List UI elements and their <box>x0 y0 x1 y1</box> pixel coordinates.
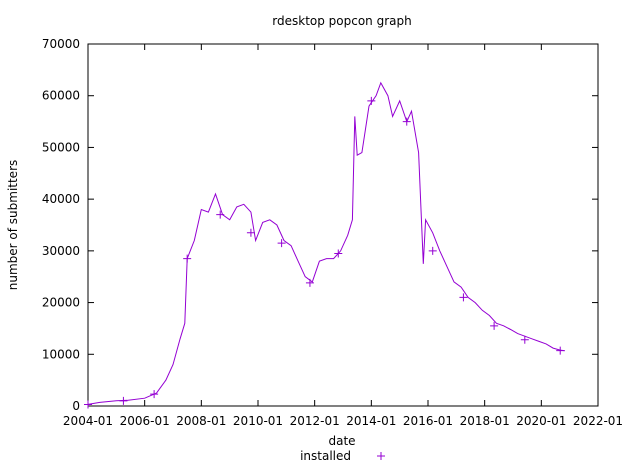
y-tick-label: 70000 <box>42 37 80 51</box>
y-tick-label: 0 <box>72 399 80 413</box>
y-tick-label: 10000 <box>42 347 80 361</box>
y-tick-label: 40000 <box>42 192 80 206</box>
legend-label-installed: installed <box>300 449 351 463</box>
x-axis: 2004-01 2006-01 2008-01 2010-01 2012-01 2014-… <box>63 44 623 428</box>
legend-marker-installed <box>377 452 385 460</box>
x-tick-label: 2004-01 <box>63 414 113 428</box>
y-tick-label: 20000 <box>42 296 80 310</box>
series-marker-installed <box>183 254 192 263</box>
y-tick-label: 50000 <box>42 140 80 154</box>
y-tick-label: 60000 <box>42 89 80 103</box>
x-tick-label: 2010-01 <box>233 414 283 428</box>
series-marker-installed <box>334 249 343 258</box>
series-marker-installed <box>490 321 499 330</box>
series-marker-installed <box>305 278 314 287</box>
series-marker-installed <box>119 396 128 405</box>
y-tick-label: 30000 <box>42 244 80 258</box>
legend-plus-marker <box>377 452 385 460</box>
x-axis-label: date <box>328 434 355 448</box>
series-marker-installed <box>402 117 411 126</box>
series-marker-installed <box>556 346 565 355</box>
series-layer <box>84 81 565 409</box>
x-tick-label: 2018-01 <box>460 414 510 428</box>
x-tick-label: 2008-01 <box>176 414 226 428</box>
x-tick-label: 2022-01 <box>573 414 623 428</box>
x-tick-label: 2016-01 <box>403 414 453 428</box>
legend: installed <box>300 449 385 463</box>
series-marker-installed <box>520 335 529 344</box>
series-marker-installed <box>84 400 92 409</box>
x-tick-label: 2014-01 <box>346 414 396 428</box>
series-marker-installed <box>428 246 437 255</box>
x-tick-label: 2006-01 <box>120 414 170 428</box>
chart-title: rdesktop popcon graph <box>272 14 411 28</box>
y-axis: 0 10000 20000 30000 40000 50000 60000 70000 <box>42 37 598 413</box>
series-marker-installed <box>367 96 376 105</box>
series-marker-installed <box>216 210 225 219</box>
series-marker-installed <box>150 390 159 399</box>
plot-area <box>87 43 599 407</box>
series-marker-installed <box>277 239 286 248</box>
series-line-installed <box>87 81 565 405</box>
series-marker-installed <box>459 293 468 302</box>
x-tick-label: 2020-01 <box>516 414 566 428</box>
series-marker-installed <box>246 228 255 237</box>
x-tick-label: 2012-01 <box>290 414 340 428</box>
y-axis-label: number of submitters <box>6 160 20 291</box>
plot-frame <box>87 43 599 407</box>
